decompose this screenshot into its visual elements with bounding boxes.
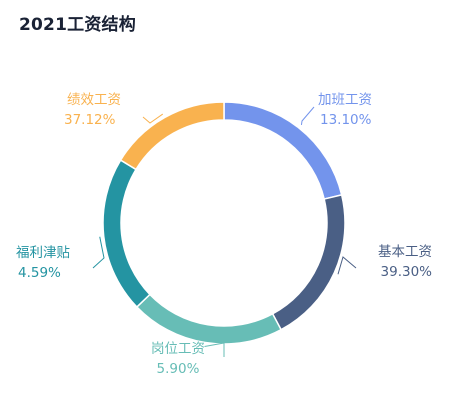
- slice-percent-label: 37.12%: [64, 112, 116, 128]
- donut-slice[interactable]: [102, 159, 151, 309]
- slice-name-label: 加班工资: [318, 92, 372, 108]
- slice-name-label: 岗位工资: [151, 341, 205, 357]
- donut-slice[interactable]: [271, 193, 346, 331]
- chart-title: 2021工资结构: [19, 15, 136, 35]
- slice-percent-label: 39.30%: [381, 264, 433, 280]
- donut-slice[interactable]: [135, 293, 283, 345]
- label-leader-line: [92, 236, 105, 269]
- label-leader-line: [204, 342, 225, 357]
- slice-name-label: 福利津贴: [16, 245, 70, 261]
- label-leader-line: [337, 256, 357, 275]
- donut-slice[interactable]: [119, 101, 225, 171]
- label-leader-line: [300, 106, 315, 125]
- slice-name-label: 绩效工资: [67, 92, 121, 108]
- slice-percent-label: 13.10%: [320, 112, 372, 128]
- slice-percent-label: 5.90%: [157, 361, 200, 377]
- slice-percent-label: 4.59%: [18, 265, 61, 281]
- label-leader-line: [142, 113, 164, 124]
- slice-name-label: 基本工资: [378, 243, 432, 260]
